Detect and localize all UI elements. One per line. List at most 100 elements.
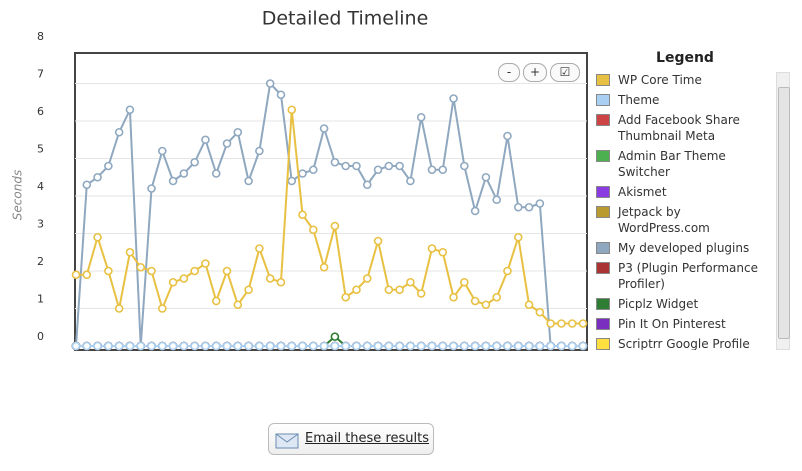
point (341, 161, 350, 171)
point (71, 341, 81, 351)
point (395, 161, 404, 171)
legend-item[interactable]: Scriptrr Google Profile (594, 336, 772, 350)
legend-item[interactable]: Theme (594, 92, 772, 108)
legend-swatch (596, 262, 610, 274)
point (265, 79, 275, 88)
point (136, 341, 146, 351)
legend-item[interactable]: Pin It On Pinterest (594, 316, 772, 332)
point (309, 225, 318, 235)
point (406, 277, 415, 287)
email-icon (275, 433, 299, 449)
point (201, 135, 210, 145)
point (104, 161, 113, 171)
y-tick-label: 0 (37, 330, 44, 343)
point (233, 341, 243, 351)
point (352, 341, 361, 351)
point (147, 184, 156, 193)
email-label[interactable]: Email these results (305, 431, 429, 446)
point (567, 341, 577, 351)
point (373, 165, 383, 175)
point (481, 341, 491, 351)
y-tick-label: 4 (37, 180, 44, 193)
legend-swatch (596, 114, 610, 126)
point (352, 161, 361, 171)
point (449, 292, 458, 302)
point (319, 341, 329, 351)
point (341, 341, 350, 351)
legend-label: P3 (Plugin Performance Profiler) (618, 261, 758, 291)
legend-list: WP Core Time Theme Add Facebook Share Thum… (594, 72, 772, 350)
point (211, 169, 221, 178)
legend-label: Theme (618, 93, 660, 107)
legend-swatch (596, 338, 610, 350)
legend-label: Admin Bar Theme Switcher (618, 149, 726, 179)
point (82, 341, 92, 351)
point (416, 112, 426, 122)
point (147, 341, 156, 351)
point (93, 341, 102, 351)
legend-item[interactable]: WP Core Time (594, 72, 772, 88)
legend-swatch (596, 206, 610, 218)
point (503, 266, 512, 276)
point (546, 319, 555, 328)
point (201, 259, 210, 268)
point (438, 247, 448, 257)
scroll-thumb[interactable] (778, 87, 790, 339)
point (233, 300, 243, 310)
point (427, 341, 437, 351)
point (298, 169, 307, 178)
y-tick-label: 7 (37, 68, 44, 81)
legend-item[interactable]: Picplz Widget (594, 296, 772, 312)
point (168, 277, 178, 287)
point (255, 244, 264, 253)
point (373, 341, 383, 351)
point (492, 341, 502, 351)
point (309, 165, 318, 175)
legend-label: WP Core Time (618, 73, 702, 87)
point (557, 319, 566, 328)
point (201, 341, 210, 351)
legend-item[interactable]: Add Facebook Share Thumbnail Meta (594, 112, 772, 144)
scrollbar[interactable] (776, 72, 790, 350)
point (287, 105, 297, 115)
legend-title: Legend (656, 50, 714, 66)
legend-label: Scriptrr Google Profile (618, 337, 750, 350)
point (384, 285, 394, 295)
zoom-out-button[interactable]: - (498, 63, 520, 82)
point (513, 341, 523, 351)
point (427, 165, 437, 175)
point (255, 146, 264, 156)
legend-swatch (596, 150, 610, 162)
point (104, 266, 113, 276)
legend-item[interactable]: Admin Bar Theme Switcher (594, 148, 772, 180)
toggle-button[interactable]: ☑ (550, 63, 580, 82)
point (384, 341, 394, 351)
point (298, 210, 307, 220)
point (492, 292, 502, 302)
point (157, 146, 167, 156)
legend-item[interactable]: Jetpack by WordPress.com (594, 204, 772, 236)
point (179, 169, 189, 178)
point (104, 341, 113, 351)
email-button[interactable]: Email these results (268, 423, 434, 455)
legend-item[interactable]: P3 (Plugin Performance Profiler) (594, 260, 772, 292)
point (211, 341, 221, 351)
legend-item[interactable]: Akismet (594, 184, 772, 200)
point (244, 285, 253, 295)
point (276, 90, 286, 100)
legend-item[interactable]: My developed plugins (594, 240, 772, 256)
y-tick-label: 6 (37, 105, 44, 118)
point (222, 341, 232, 351)
point (330, 157, 340, 167)
legend-label: Picplz Widget (618, 297, 699, 311)
point (179, 341, 189, 351)
point (503, 131, 512, 141)
point (578, 341, 588, 351)
point (211, 296, 221, 306)
point (557, 341, 566, 351)
point (416, 289, 426, 298)
zoom-in-button[interactable]: + (523, 63, 547, 82)
point (244, 176, 253, 186)
